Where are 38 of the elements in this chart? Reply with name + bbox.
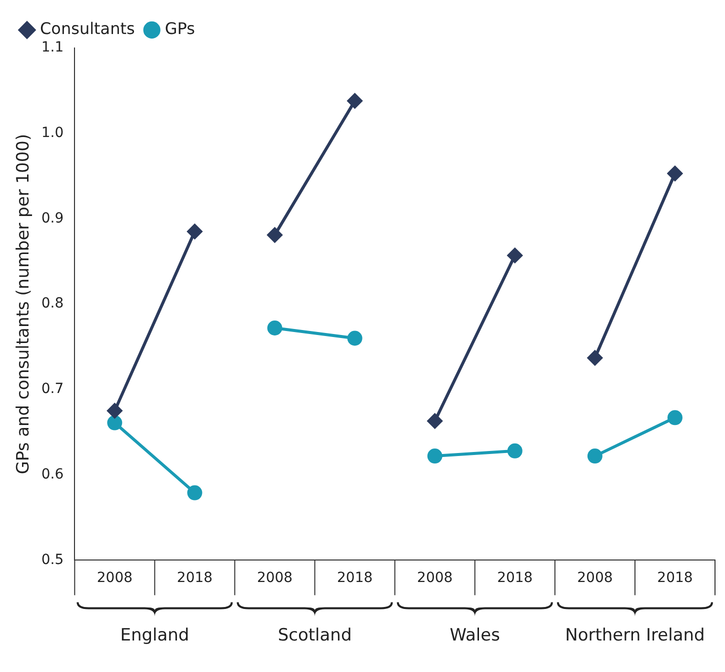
y-axis-title: GPs and consultants (number per 1000) bbox=[14, 134, 34, 474]
y-tick-label: 0.9 bbox=[41, 210, 64, 226]
text: Scotland bbox=[278, 626, 352, 646]
y-tick-label: 0.7 bbox=[41, 381, 64, 398]
point bbox=[507, 443, 522, 458]
y-tick-label: 1.0 bbox=[41, 125, 64, 142]
text: Wales bbox=[450, 626, 500, 646]
point bbox=[107, 415, 122, 430]
y-tick-label: 0.5 bbox=[41, 552, 64, 568]
point bbox=[347, 330, 362, 346]
text: England bbox=[120, 626, 190, 646]
point bbox=[587, 448, 602, 464]
point bbox=[267, 227, 282, 242]
y-tick-label: 0.8 bbox=[41, 296, 64, 312]
point bbox=[187, 224, 202, 240]
y-tick-label: 0.6 bbox=[41, 466, 64, 482]
x-tick-label: 2008 bbox=[96, 570, 133, 586]
legend-label: GPs bbox=[164, 19, 195, 38]
point bbox=[667, 410, 682, 426]
legend-label: Consultants bbox=[40, 19, 135, 38]
text: Northern Ireland bbox=[565, 626, 705, 646]
x-tick-label: 2008 bbox=[417, 570, 453, 586]
point bbox=[267, 320, 282, 336]
x-tick-label: 2008 bbox=[577, 570, 613, 586]
point bbox=[187, 485, 202, 500]
x-tick-label: 2018 bbox=[657, 570, 693, 586]
x-tick-label: 2018 bbox=[497, 570, 533, 586]
point bbox=[427, 448, 442, 464]
point bbox=[587, 350, 602, 366]
point bbox=[427, 414, 442, 429]
point bbox=[667, 166, 682, 181]
x-tick-label: 2018 bbox=[176, 570, 213, 586]
x-tick-label: 2018 bbox=[336, 570, 373, 586]
point bbox=[107, 403, 122, 418]
point bbox=[347, 93, 362, 108]
y-tick-label: 1.1 bbox=[41, 40, 64, 56]
x-tick-label: 2008 bbox=[256, 570, 293, 586]
point bbox=[507, 248, 522, 263]
